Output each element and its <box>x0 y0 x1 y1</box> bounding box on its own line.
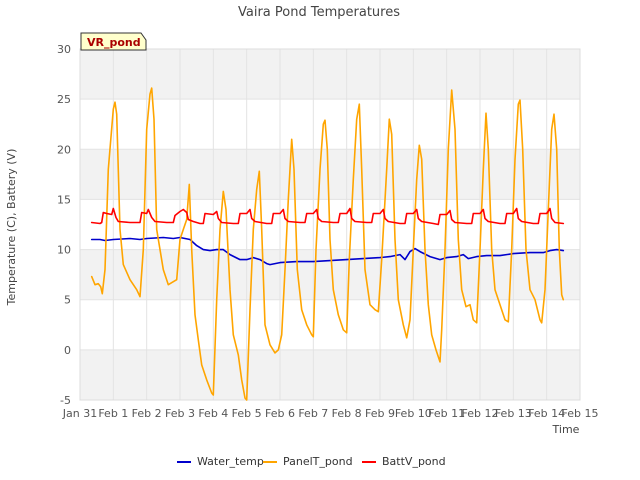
y-tick-label: 30 <box>57 43 71 56</box>
legend-item: Water_temp <box>177 455 264 468</box>
series-line-water-temp <box>90 236 565 266</box>
legend-label: Water_temp <box>197 455 264 468</box>
y-axis-label: Temperature (C), Battery (V) <box>5 149 18 307</box>
x-tick-label: Feb 8 <box>332 407 362 420</box>
legend-item: PanelT_pond <box>263 455 353 468</box>
x-tick-label: Feb 10 <box>395 407 432 420</box>
y-axis: -5 0 5 10 15 20 25 30 <box>57 43 71 407</box>
site-tag-label: VR_pond <box>87 36 141 49</box>
x-tick-label: Feb 13 <box>495 407 532 420</box>
x-tick-label: Feb 5 <box>232 407 262 420</box>
series-layer <box>90 87 565 401</box>
x-tick-label: Feb 14 <box>528 407 565 420</box>
x-tick-label: Feb 4 <box>198 407 228 420</box>
grid-band <box>80 349 580 400</box>
plot-area <box>79 48 581 401</box>
x-tick-label: Feb 11 <box>428 407 465 420</box>
series-line-panelt-pond <box>90 87 565 401</box>
y-tick-label: 15 <box>57 193 71 206</box>
grid-band <box>80 49 580 100</box>
x-tick-label: Feb 15 <box>562 407 599 420</box>
x-tick-label: Feb 2 <box>132 407 162 420</box>
x-axis-label: Time <box>552 423 580 436</box>
y-tick-label: -5 <box>60 394 71 407</box>
x-tick-label: Jan 31 <box>62 407 97 420</box>
site-tag: VR_pond <box>80 32 147 51</box>
x-tick-label: Feb 12 <box>462 407 499 420</box>
x-tick-label: Feb 3 <box>165 407 195 420</box>
legend-label: PanelT_pond <box>283 455 353 468</box>
x-tick-label: Feb 1 <box>98 407 128 420</box>
legend-label: BattV_pond <box>382 455 446 468</box>
y-tick-label: 10 <box>57 244 71 257</box>
grid-band <box>80 149 580 200</box>
plot-frame <box>79 48 581 401</box>
legend-item: BattV_pond <box>362 455 446 468</box>
y-tick-label: 20 <box>57 143 71 156</box>
x-tick-label: Feb 7 <box>298 407 328 420</box>
y-tick-label: 0 <box>64 344 71 357</box>
x-tick-label: Feb 9 <box>365 407 395 420</box>
series-line-battv-pond <box>90 207 565 226</box>
y-tick-label: 5 <box>64 294 71 307</box>
grid-bands <box>80 49 580 400</box>
x-tick-label: Feb 6 <box>265 407 295 420</box>
chart-title: Vaira Pond Temperatures <box>238 5 400 20</box>
grid-band <box>80 249 580 300</box>
x-axis: Jan 31 Feb 1 Feb 2 Feb 3 Feb 4 Feb 5 Feb 6 Feb … <box>62 407 599 420</box>
y-tick-label: 25 <box>57 93 71 106</box>
legend: Water_temp PanelT_pond BattV_pond <box>177 455 446 468</box>
